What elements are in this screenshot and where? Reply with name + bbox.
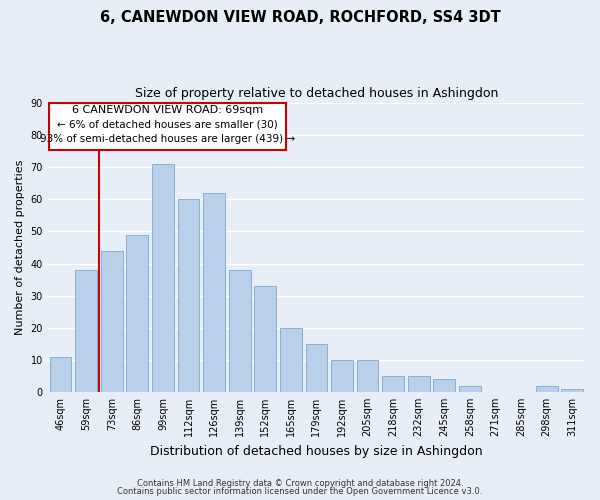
Bar bbox=[254, 286, 276, 392]
Bar bbox=[178, 200, 199, 392]
Bar bbox=[75, 270, 97, 392]
Bar bbox=[229, 270, 251, 392]
Title: Size of property relative to detached houses in Ashingdon: Size of property relative to detached ho… bbox=[135, 88, 498, 101]
FancyBboxPatch shape bbox=[49, 103, 286, 150]
Bar bbox=[408, 376, 430, 392]
Text: Contains public sector information licensed under the Open Government Licence v3: Contains public sector information licen… bbox=[118, 487, 482, 496]
Text: 93% of semi-detached houses are larger (439) →: 93% of semi-detached houses are larger (… bbox=[40, 134, 295, 143]
Bar bbox=[331, 360, 353, 392]
Bar bbox=[101, 250, 122, 392]
Bar bbox=[382, 376, 404, 392]
Bar bbox=[127, 234, 148, 392]
X-axis label: Distribution of detached houses by size in Ashingdon: Distribution of detached houses by size … bbox=[150, 444, 483, 458]
Bar bbox=[152, 164, 174, 392]
Text: ← 6% of detached houses are smaller (30): ← 6% of detached houses are smaller (30) bbox=[57, 120, 278, 130]
Bar bbox=[356, 360, 379, 392]
Text: 6, CANEWDON VIEW ROAD, ROCHFORD, SS4 3DT: 6, CANEWDON VIEW ROAD, ROCHFORD, SS4 3DT bbox=[100, 10, 500, 25]
Bar bbox=[280, 328, 302, 392]
Bar bbox=[305, 344, 327, 392]
Text: Contains HM Land Registry data © Crown copyright and database right 2024.: Contains HM Land Registry data © Crown c… bbox=[137, 478, 463, 488]
Bar bbox=[562, 388, 583, 392]
Bar bbox=[433, 379, 455, 392]
Bar bbox=[203, 193, 225, 392]
Bar bbox=[459, 386, 481, 392]
Bar bbox=[50, 356, 71, 392]
Y-axis label: Number of detached properties: Number of detached properties bbox=[15, 160, 25, 335]
Bar bbox=[536, 386, 557, 392]
Text: 6 CANEWDON VIEW ROAD: 69sqm: 6 CANEWDON VIEW ROAD: 69sqm bbox=[72, 106, 263, 116]
